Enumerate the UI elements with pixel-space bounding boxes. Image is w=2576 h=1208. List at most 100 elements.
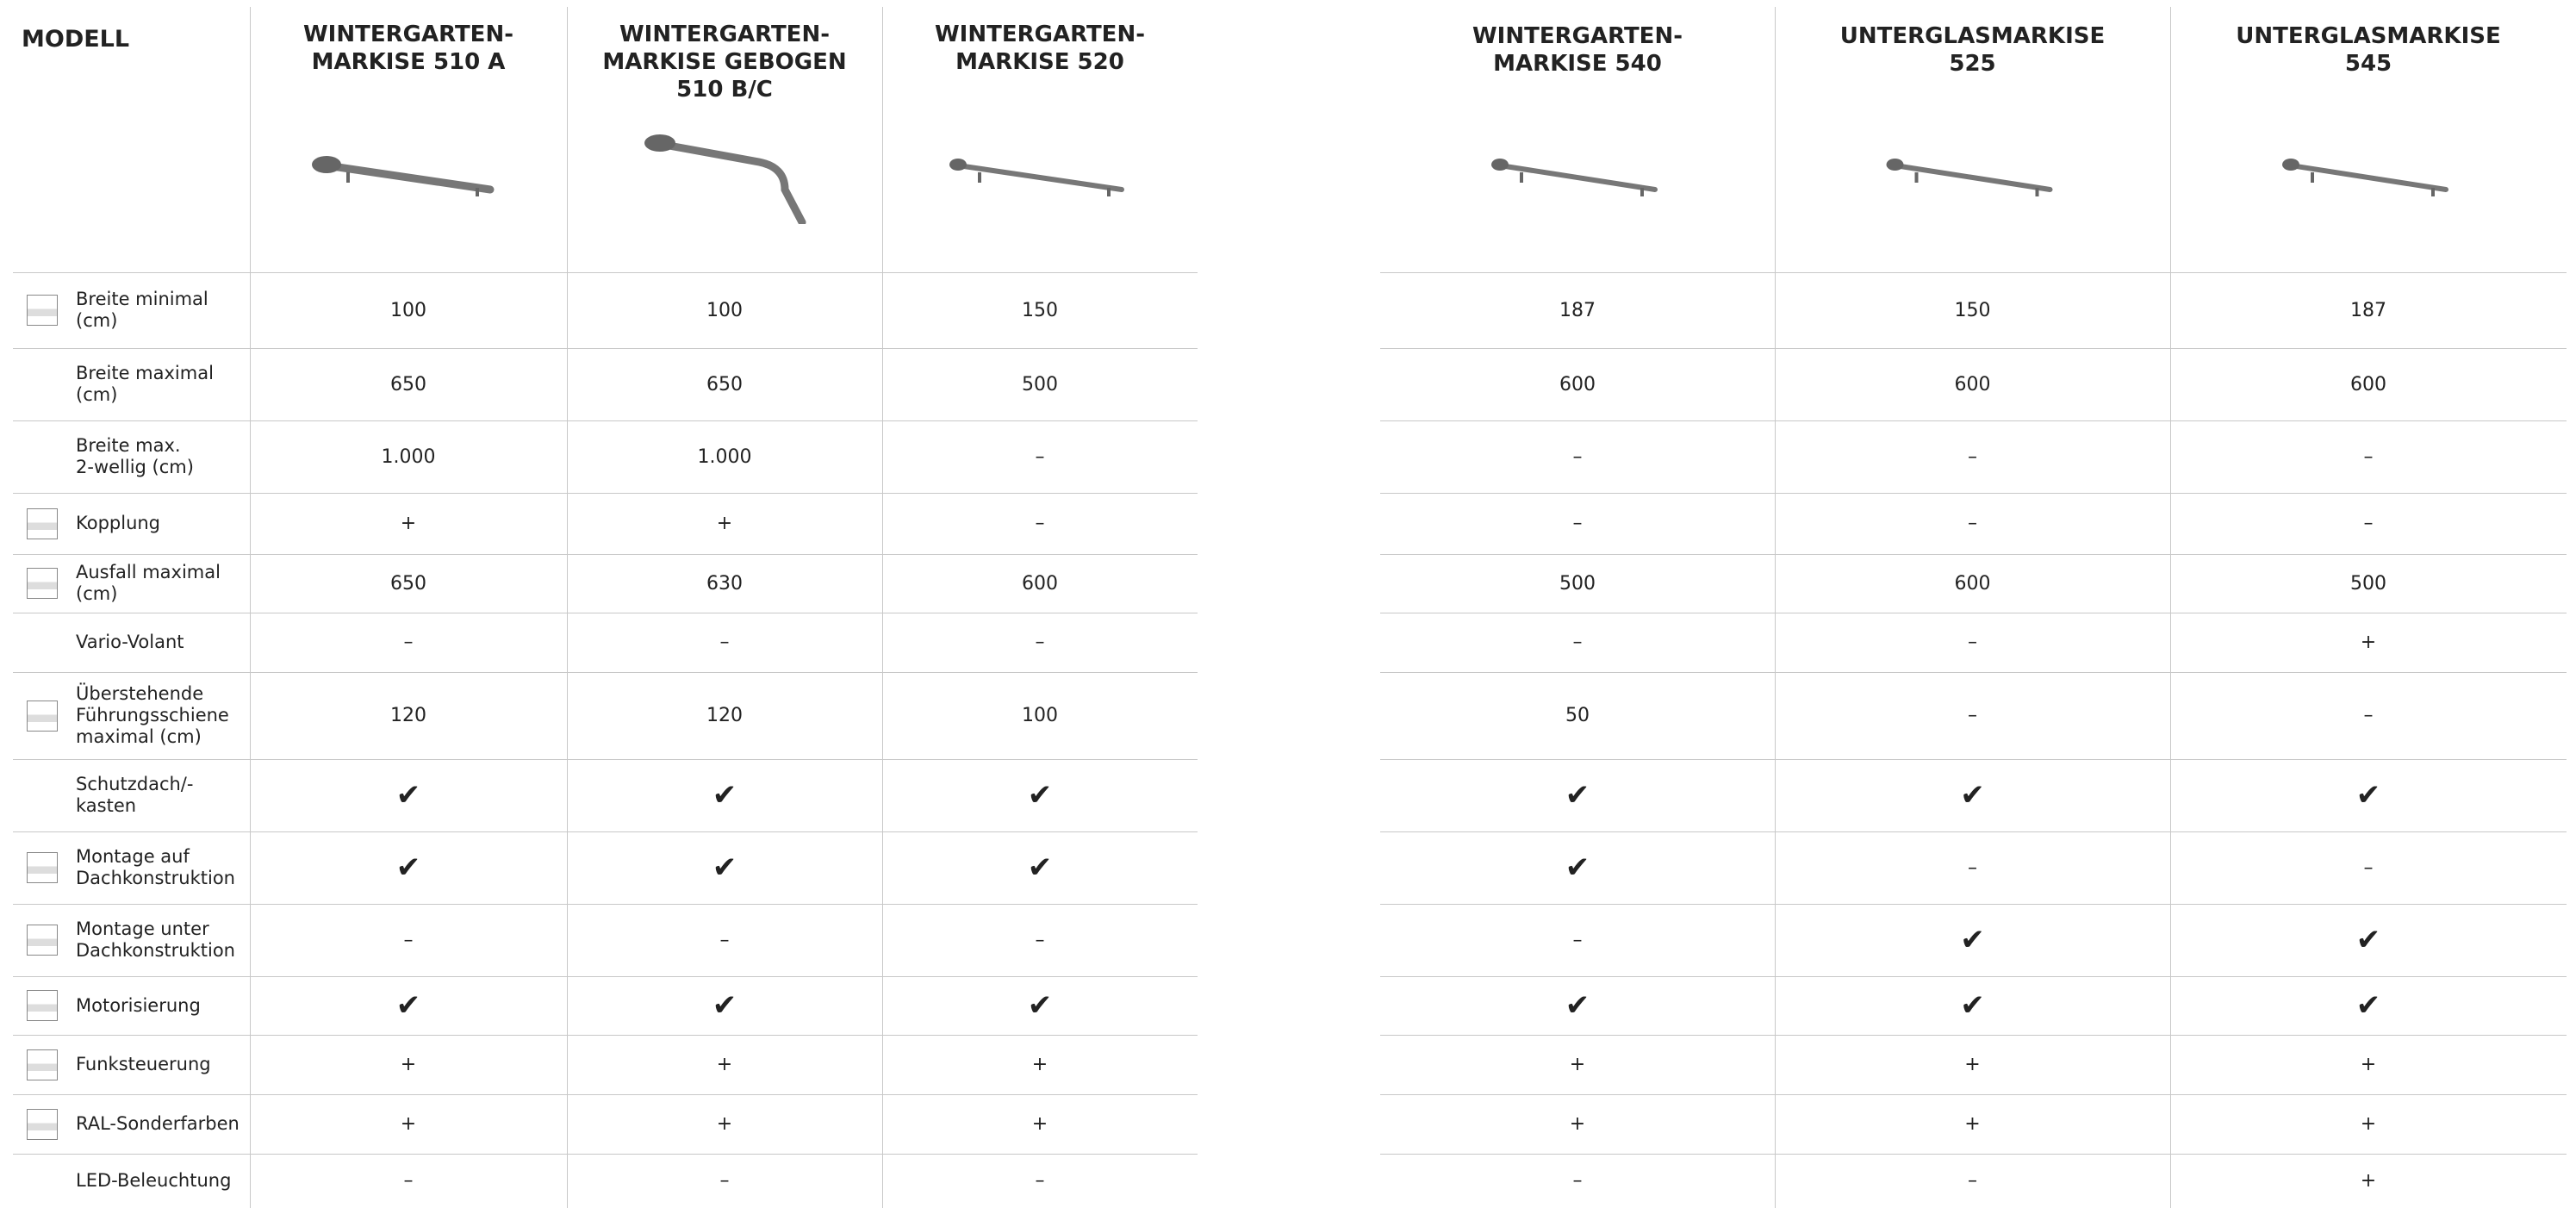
cell-value: –: [1035, 513, 1045, 534]
cell-value: –: [719, 632, 730, 653]
cell-value: ✔: [395, 850, 421, 885]
cell-value: +: [1031, 1054, 1048, 1075]
row-label: Funksteuerung: [76, 1054, 211, 1074]
cell-value: 600: [1559, 373, 1596, 395]
cell-value: 100: [1022, 705, 1058, 726]
row-divider: [1380, 1035, 2567, 1036]
row-divider: [1380, 272, 2567, 273]
column-divider: [2170, 7, 2171, 1208]
product-image: [949, 159, 1124, 196]
row-divider: [13, 493, 1198, 494]
cell-value: –: [1968, 1170, 1977, 1192]
row-icon: [27, 507, 58, 539]
row-divider: [13, 759, 1198, 760]
cell-value: +: [2360, 1113, 2377, 1135]
cell-value: ✔: [1027, 778, 1053, 813]
cell-value: –: [1968, 513, 1977, 534]
row-divider: [1380, 831, 2567, 832]
cell-value: ✔: [2355, 988, 2381, 1023]
column-divider: [1775, 7, 1776, 1208]
row-icon: [27, 700, 58, 732]
cell-value: ✔: [2355, 923, 2381, 957]
cell-value: +: [2360, 1054, 2377, 1075]
column-divider: [882, 7, 883, 1208]
cell-value: –: [1035, 1170, 1045, 1192]
cell-value: ✔: [1027, 988, 1053, 1023]
cell-value: +: [716, 1113, 733, 1135]
cell-value: 600: [1954, 373, 1991, 395]
row-label: LED-Beleuchtung: [76, 1170, 232, 1191]
cell-value: 500: [2350, 572, 2386, 595]
cell-value: 100: [390, 299, 426, 321]
row-divider: [1380, 420, 2567, 421]
cell-value: 630: [706, 572, 743, 595]
row-divider: [13, 904, 1198, 905]
cell-value: –: [1035, 632, 1045, 653]
cell-value: +: [1569, 1113, 1586, 1135]
cell-value: –: [2363, 445, 2374, 468]
cell-value: +: [716, 513, 733, 534]
cell-value: ✔: [1565, 778, 1590, 813]
row-label: RAL-Sonderfarben: [76, 1113, 240, 1134]
row-divider: [13, 554, 1198, 555]
row-icon: [27, 990, 58, 1021]
cell-value: –: [1968, 632, 1977, 653]
cell-value: 600: [2350, 373, 2386, 395]
cell-value: –: [1968, 705, 1977, 726]
cell-value: 650: [390, 373, 426, 395]
product-image: [312, 156, 495, 196]
cell-value: +: [400, 513, 417, 534]
cell-value: 50: [1565, 705, 1590, 726]
cell-value: –: [1572, 445, 1583, 468]
cell-value: +: [716, 1054, 733, 1075]
cell-value: +: [1964, 1054, 1981, 1075]
cell-value: 120: [390, 705, 426, 726]
cell-value: –: [2363, 856, 2374, 879]
row-label: Breite minimal (cm): [76, 289, 208, 331]
cell-value: ✔: [2355, 778, 2381, 813]
row-divider: [1380, 348, 2567, 349]
row-icon: [27, 1108, 58, 1140]
product-name: WINTERGARTEN- MARKISE 520: [935, 22, 1145, 75]
product-image: [1886, 159, 2053, 196]
cell-value: –: [403, 929, 414, 951]
row-icon: [27, 925, 58, 956]
cell-value: 150: [1954, 299, 1991, 321]
row-divider: [13, 672, 1198, 673]
cell-value: +: [400, 1113, 417, 1135]
cell-value: –: [2363, 705, 2374, 726]
cell-value: ✔: [1960, 988, 1985, 1023]
row-icon: [27, 1049, 58, 1080]
cell-value: ✔: [395, 988, 421, 1023]
model-title: MODELL: [22, 26, 130, 53]
row-divider: [13, 420, 1198, 421]
row-label: Ausfall maximal (cm): [76, 562, 221, 604]
cell-value: 1.000: [697, 445, 752, 468]
cell-value: +: [2360, 1170, 2377, 1192]
cell-value: 600: [1022, 572, 1058, 595]
row-divider: [13, 348, 1198, 349]
product-name: UNTERGLASMARKISE 545: [2236, 23, 2501, 77]
row-divider: [1380, 1154, 2567, 1155]
cell-value: 650: [390, 572, 426, 595]
row-label: Vario-Volant: [76, 632, 184, 652]
cell-value: 500: [1022, 373, 1058, 395]
cell-value: –: [1572, 1170, 1583, 1192]
cell-value: –: [719, 929, 730, 951]
product-name: WINTERGARTEN- MARKISE 540: [1472, 23, 1683, 77]
cell-value: +: [2360, 632, 2377, 653]
row-divider: [1380, 759, 2567, 760]
row-icon: [27, 295, 58, 326]
product-name: WINTERGARTEN- MARKISE GEBOGEN 510 B/C: [602, 22, 847, 103]
cell-value: –: [1572, 929, 1583, 951]
row-label: Kopplung: [76, 513, 161, 533]
row-label: Motorisierung: [76, 994, 201, 1016]
product-name: UNTERGLASMARKISE 525: [1839, 23, 2106, 77]
cell-value: ✔: [1960, 778, 1985, 813]
cell-value: ✔: [395, 778, 421, 813]
row-divider: [1380, 976, 2567, 977]
column-divider: [567, 7, 568, 1208]
cell-value: ✔: [1960, 923, 1985, 957]
cell-value: 120: [706, 705, 743, 726]
